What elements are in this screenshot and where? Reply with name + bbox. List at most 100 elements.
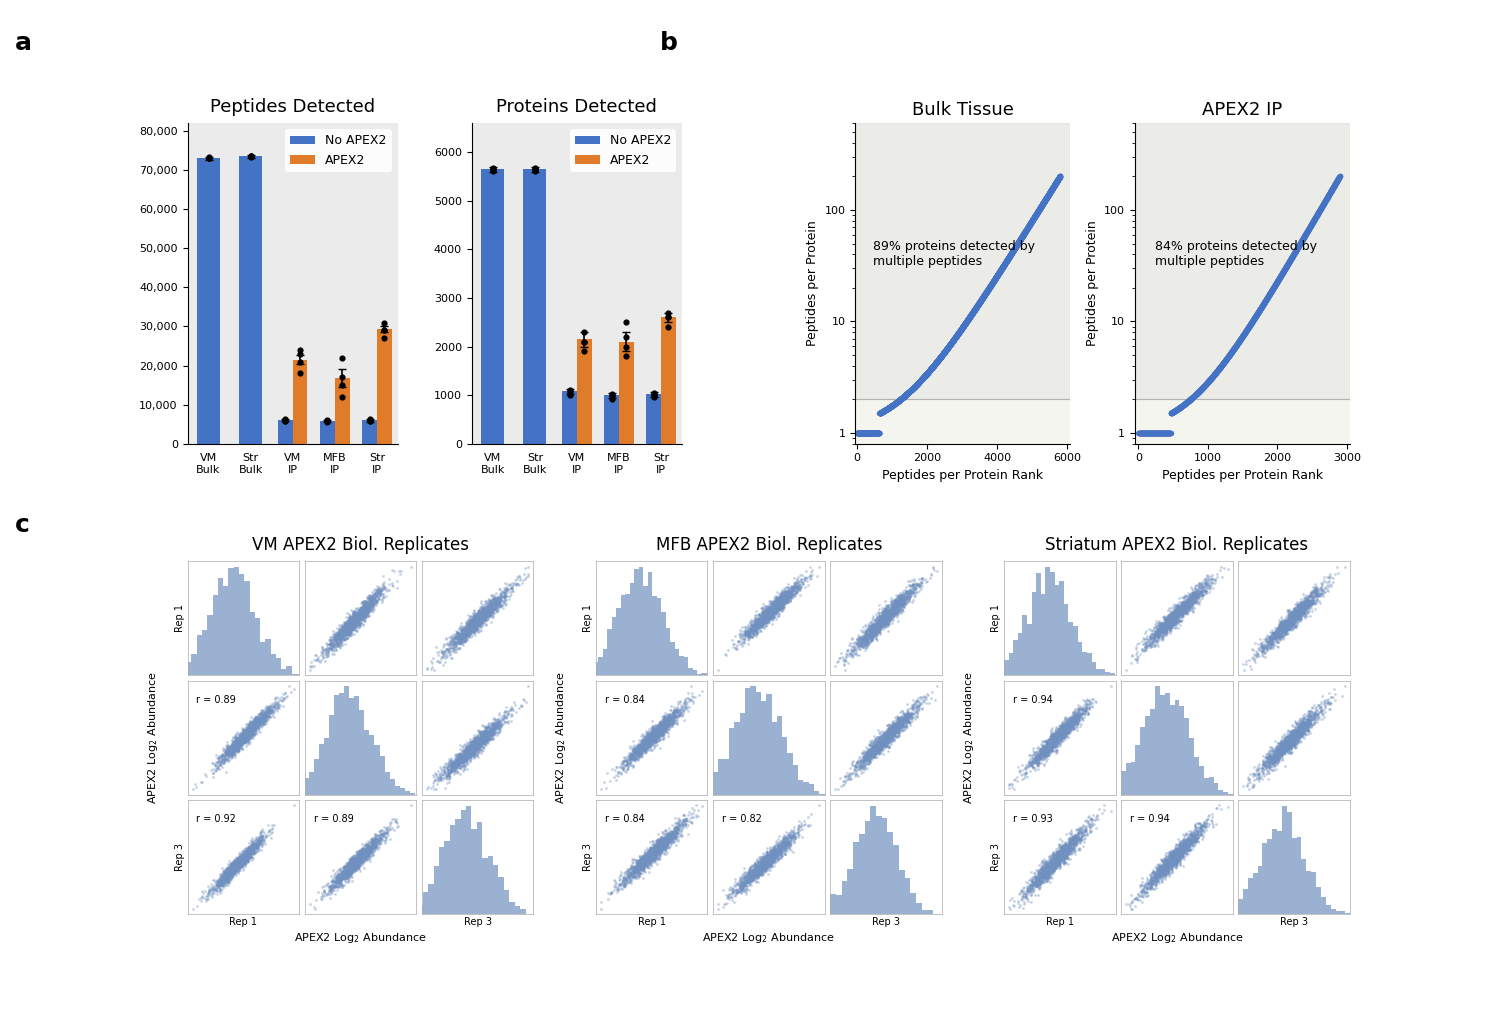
Point bbox=[736, 870, 760, 886]
Point bbox=[852, 627, 876, 644]
Point bbox=[1036, 866, 1060, 882]
Point bbox=[956, 311, 980, 328]
Point bbox=[1044, 723, 1068, 739]
Point bbox=[1072, 823, 1096, 839]
Point bbox=[1044, 734, 1068, 751]
Point bbox=[350, 850, 374, 867]
Point bbox=[948, 322, 972, 339]
Point bbox=[844, 647, 868, 663]
Point bbox=[368, 828, 392, 844]
Point bbox=[1164, 402, 1188, 418]
Point bbox=[651, 835, 675, 851]
Point bbox=[765, 838, 789, 854]
Point bbox=[1164, 403, 1188, 419]
Point bbox=[896, 385, 920, 402]
Point bbox=[453, 629, 477, 645]
Point bbox=[1138, 873, 1162, 889]
Point bbox=[753, 858, 777, 874]
Point bbox=[972, 289, 996, 305]
Point bbox=[1282, 605, 1306, 621]
Point bbox=[1298, 595, 1322, 611]
Point bbox=[1179, 591, 1203, 607]
Point bbox=[1047, 725, 1071, 741]
Point bbox=[847, 425, 871, 442]
Point bbox=[464, 615, 488, 632]
Point bbox=[1245, 648, 1269, 664]
Point bbox=[926, 352, 950, 369]
Point bbox=[333, 626, 357, 643]
Point bbox=[903, 378, 927, 394]
Point bbox=[273, 413, 297, 429]
Point bbox=[1024, 878, 1048, 895]
Point bbox=[477, 602, 501, 618]
Point bbox=[336, 861, 360, 877]
Point bbox=[640, 725, 664, 741]
Point bbox=[1038, 734, 1062, 751]
Point bbox=[1264, 751, 1288, 767]
Point bbox=[966, 296, 990, 312]
Point bbox=[618, 872, 642, 888]
Point bbox=[1041, 735, 1065, 752]
Point bbox=[870, 615, 894, 632]
Point bbox=[1007, 234, 1031, 251]
Point bbox=[1270, 736, 1294, 753]
Point bbox=[1053, 725, 1077, 741]
Point bbox=[876, 604, 900, 620]
Point bbox=[864, 425, 888, 442]
Point bbox=[220, 732, 245, 749]
Point bbox=[1017, 217, 1041, 233]
Point bbox=[850, 425, 874, 442]
Point bbox=[466, 746, 490, 762]
Point bbox=[1014, 765, 1038, 782]
Point bbox=[924, 355, 948, 372]
Point bbox=[216, 744, 240, 760]
Point bbox=[906, 375, 930, 391]
Point bbox=[264, 696, 288, 713]
Point bbox=[1287, 605, 1311, 621]
Point bbox=[1131, 425, 1155, 442]
Text: r = 0.92: r = 0.92 bbox=[196, 814, 237, 824]
Point bbox=[363, 835, 387, 851]
Point bbox=[618, 867, 642, 883]
Point bbox=[867, 731, 891, 748]
Point bbox=[658, 826, 682, 842]
Point bbox=[766, 589, 790, 606]
Point bbox=[1268, 621, 1292, 638]
Point bbox=[1263, 752, 1287, 768]
Point bbox=[862, 741, 886, 758]
Point bbox=[1062, 840, 1086, 857]
Point bbox=[886, 725, 910, 741]
Point bbox=[1026, 863, 1050, 879]
Point bbox=[234, 727, 258, 744]
Point bbox=[876, 401, 900, 417]
Point bbox=[459, 615, 483, 632]
Point bbox=[350, 610, 374, 626]
Point bbox=[237, 849, 261, 866]
Point bbox=[1185, 589, 1209, 606]
Point bbox=[867, 735, 891, 752]
Point bbox=[1016, 221, 1040, 237]
Point bbox=[1140, 876, 1164, 892]
Point bbox=[636, 848, 660, 865]
Point bbox=[350, 600, 374, 616]
Point bbox=[316, 874, 340, 890]
Point bbox=[908, 373, 932, 389]
Point bbox=[999, 245, 1023, 262]
Point bbox=[896, 385, 920, 402]
Point bbox=[752, 849, 776, 866]
Point bbox=[1270, 624, 1294, 641]
Point bbox=[632, 846, 656, 863]
Point bbox=[1190, 381, 1214, 397]
Point bbox=[459, 613, 483, 630]
Point bbox=[1072, 694, 1096, 711]
Point bbox=[852, 637, 876, 653]
Point bbox=[870, 740, 894, 757]
Point bbox=[342, 609, 366, 625]
Point bbox=[638, 844, 662, 861]
Point bbox=[615, 761, 639, 777]
Point bbox=[922, 356, 946, 373]
Point bbox=[930, 346, 954, 363]
Point bbox=[459, 740, 483, 757]
Point bbox=[932, 344, 956, 360]
Point bbox=[657, 319, 681, 336]
